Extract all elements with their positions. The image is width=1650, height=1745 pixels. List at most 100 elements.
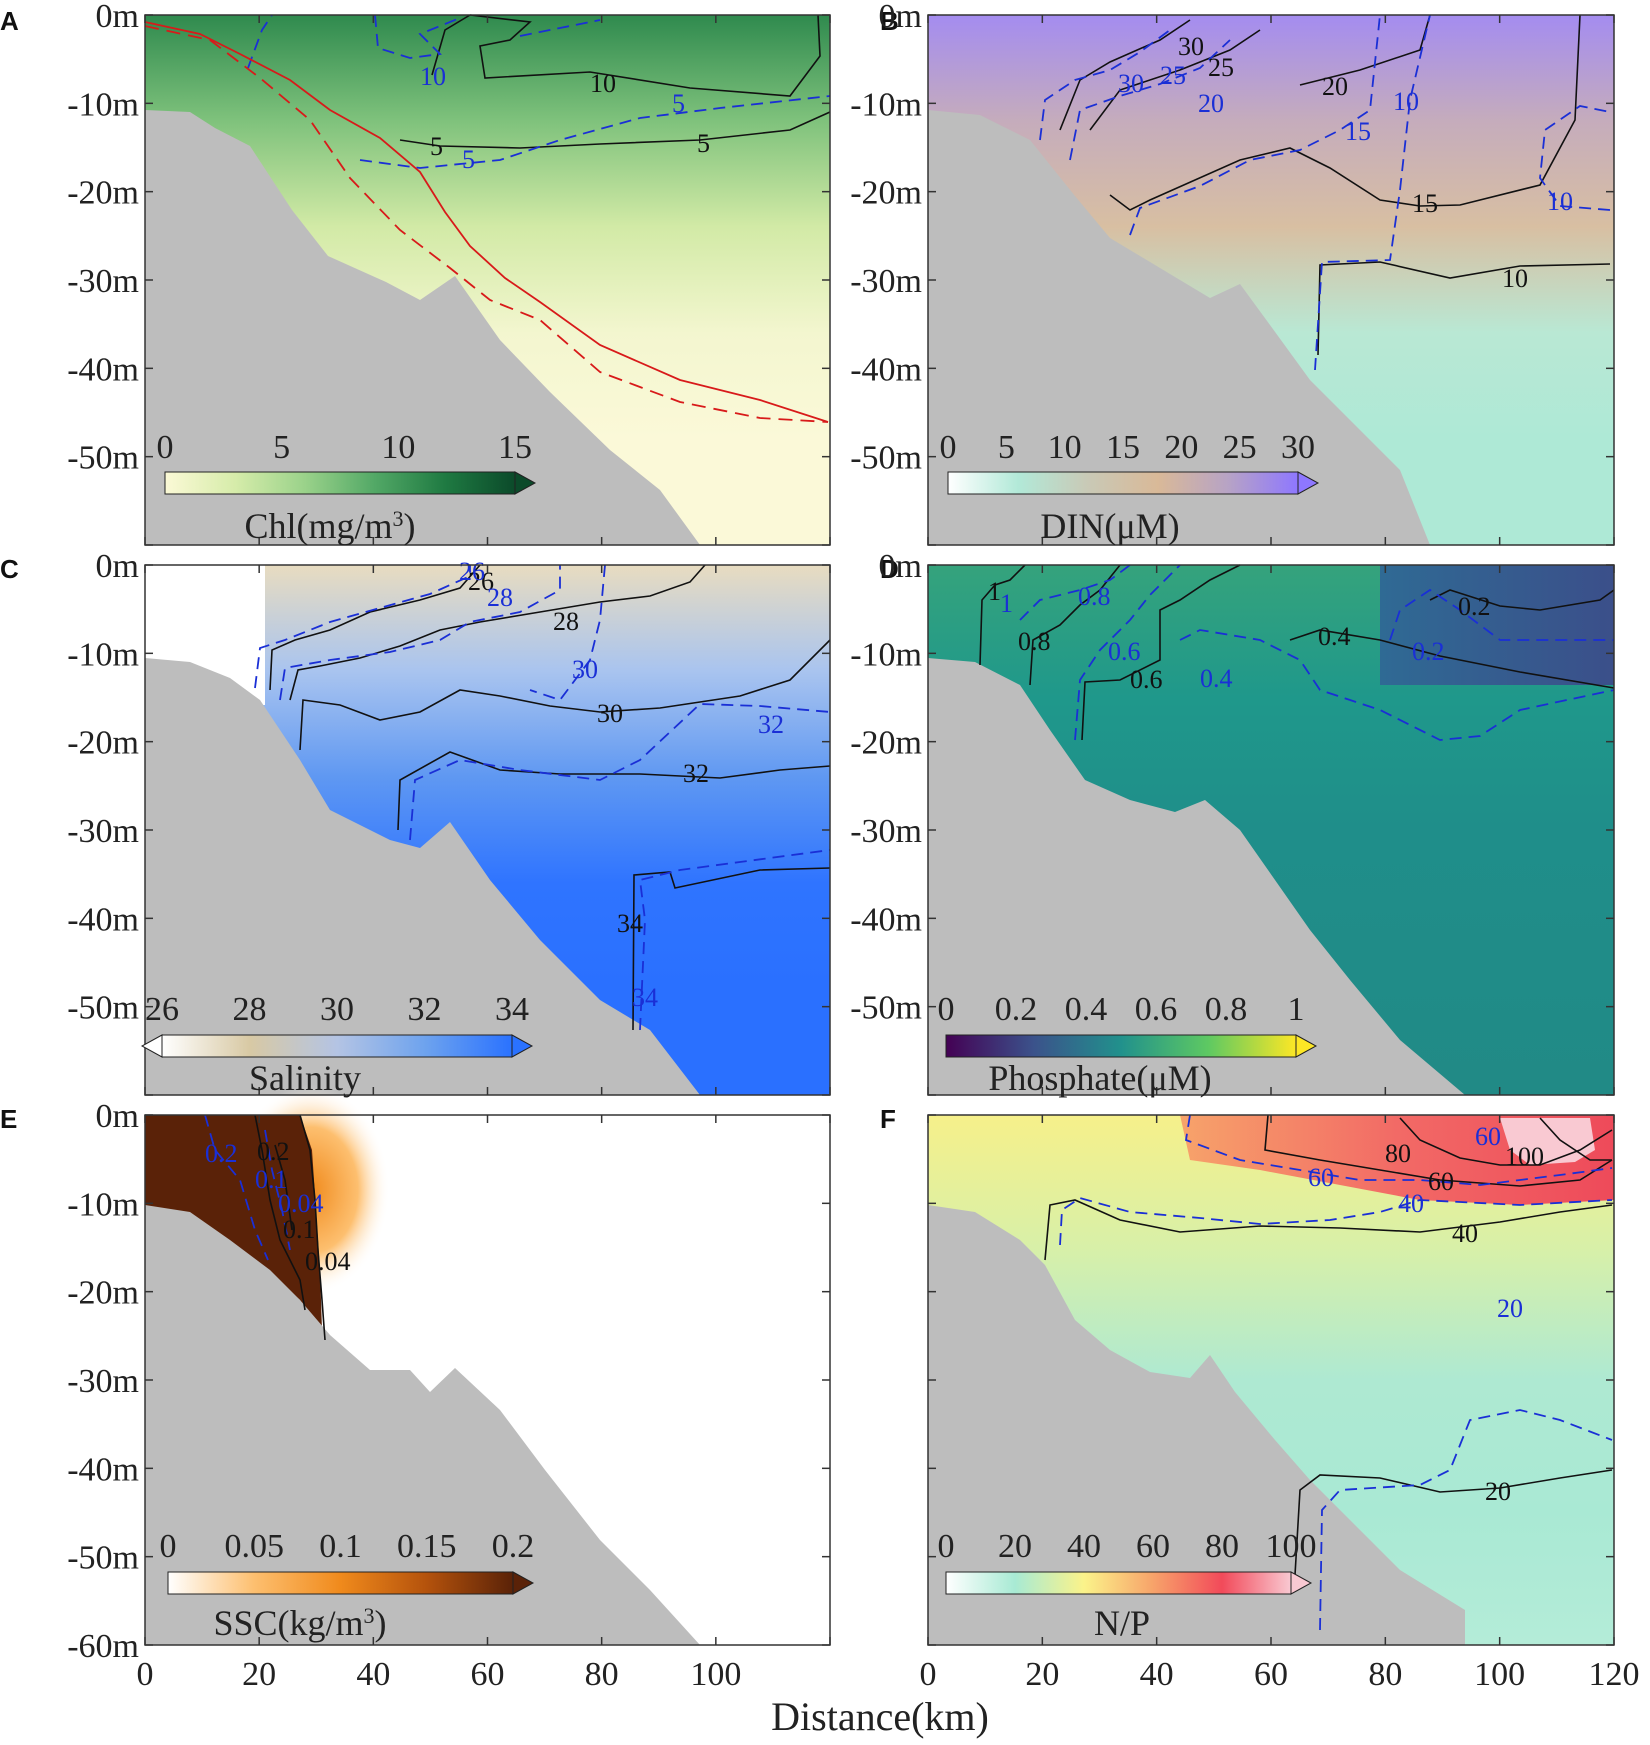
panel-B-seabed [928,110,1430,545]
x-tick-label: 80 [1368,1656,1402,1693]
contour-label: 40 [1398,1189,1424,1218]
x-tick-label: 120 [1589,1656,1640,1693]
panel-E-seabed [145,1205,700,1645]
contour-label: 30 [597,699,623,728]
y-tick-label: -50m [67,440,139,477]
colorbar-tick-label: 20 [1164,429,1198,466]
contour-label: 28 [553,607,579,636]
panel-A-contours-blue [247,14,831,169]
x-tick-label: 20 [1025,1656,1059,1693]
panel-B-contour-labels: 30 25 20 15 10 30 25 20 15 10 10 [1118,32,1573,293]
colorbar-title: DIN(μM) [1040,506,1179,546]
x-tick-label: 80 [585,1656,619,1693]
colorbar-tick-label: 0.8 [1205,991,1248,1028]
contour-label: 60 [1428,1167,1454,1196]
colorbar-title-label: N/P [1094,1603,1150,1643]
colorbar-extend-max [512,1571,535,1595]
colorbar-extend-max [514,471,537,495]
colorbar-tick-label: 0 [160,1528,177,1565]
colorbar-tick-label: 20 [998,1528,1032,1565]
colorbar-title: SSC(kg/m3) [213,1603,386,1644]
panel-D-contour-labels: 1 0.8 0.6 0.4 0.2 1 0.8 0.6 0.4 0.2 [988,577,1491,694]
y-tick-label: -30m [67,263,139,300]
colorbar-tick-label: 0 [940,429,957,466]
colorbar-title-label: Phosphate [988,1058,1136,1098]
y-tick-label: -20m [67,175,139,212]
panel-letter: D [880,554,899,584]
panel-letter: B [880,6,899,36]
y-tick-label: -10m [850,86,922,123]
colorbar-title-unit: (kg/m [278,1603,364,1643]
contour-label: 10 [590,69,616,98]
panel-F-contours-blue [1059,1114,1613,1631]
contour-label: 10 [1547,187,1573,216]
colorbar-tick-label: 0.05 [225,1528,285,1565]
y-tick-label: -60m [67,1628,139,1665]
contour-label: 40 [1452,1219,1478,1248]
x-tick-label: 100 [690,1656,741,1693]
x-tick-label: 60 [1254,1656,1288,1693]
panel-C-contours-black [269,564,831,1031]
contour-label: 5 [697,129,710,158]
contour-label: 32 [758,710,784,739]
colorbar-title-close: ) [375,1603,387,1643]
panel-B-contours-blue [1039,14,1611,371]
colorbar-tick-label: 26 [145,991,179,1028]
contour-label: 28 [487,583,513,612]
colorbar-tick-label: 32 [408,991,442,1028]
colorbar-C: 26 28 30 32 34 Salinity [140,991,534,1098]
contour-label: 80 [1385,1139,1411,1168]
colorbar-tick-label: 0 [157,429,174,466]
y-tick-label: -20m [850,725,922,762]
colorbar-tick-label: 100 [1266,1528,1317,1565]
colorbar-tick-label: 0.2 [995,991,1038,1028]
panel-A-red-lines [144,21,829,423]
contour-label: 0.04 [305,1247,351,1276]
y-tick-label: 0m [96,0,139,35]
colorbar-extend-min [140,1034,163,1058]
panel-letter: A [0,6,19,36]
panel-C-contour-labels: 26 28 30 32 34 26 28 30 32 34 [459,557,784,1012]
contour-label: 10 [1393,87,1419,116]
contour-label: 34 [632,983,658,1012]
colorbar-title: Chl(mg/m3) [244,506,415,547]
colorbar-extend-max [511,1034,534,1058]
y-tick-label: 0m [879,0,922,35]
contour-label: 20 [1497,1294,1523,1323]
colorbar-E: 0 0.05 0.1 0.15 0.2 SSC(kg/m3) [160,1528,535,1643]
colorbar-title: N/P [1094,1603,1150,1643]
colorbar-tick-label: 5 [998,429,1015,466]
colorbar-tick-label: 0.1 [319,1528,362,1565]
y-tick-label: -10m [67,86,139,123]
contour-label: 0.2 [1412,637,1445,666]
contour-label: 34 [617,909,643,938]
contour-label: 30 [1118,69,1144,98]
colorbar-A: 0 5 10 15 Chl(mg/m3) [157,429,537,547]
contour-label: 0.1 [283,1215,316,1244]
colorbar-gradient [945,1034,1297,1058]
contour-label: 0.2 [257,1137,290,1166]
axes-layer: A 0m-10m-20m-30m-40m-50m 0 5 10 15Chl(mg/m3)B… [0,0,1640,1693]
colorbar-title-unit: (μM) [1104,506,1179,546]
contour-label: 26 [459,557,485,586]
colorbar-tick-label: 5 [273,429,290,466]
colorbar-tick-label: 34 [495,991,529,1028]
y-tick-label: -50m [67,1540,139,1577]
y-tick-label: -30m [850,813,922,850]
colorbar-extend-max [1295,1034,1318,1058]
contour-label: 10 [420,62,446,91]
contour-label: 26 [468,567,494,596]
colorbar-tick-label: 1 [1288,991,1305,1028]
x-tick-label: 100 [1474,1656,1525,1693]
contour-label: 0.6 [1108,637,1141,666]
x-tick-label: 0 [137,1656,154,1693]
y-tick-label: -50m [850,440,922,477]
y-tick-label: -20m [850,175,922,212]
colorbar-title-label: DIN [1040,506,1104,546]
x-tick-label: 0 [920,1656,937,1693]
panel-E-core [145,1115,322,1330]
colorbar-tick-label: 0 [938,1528,955,1565]
panel-A-seabed [145,110,700,545]
y-tick-label: -40m [850,351,922,388]
panel-B: 30 25 20 15 10 30 25 20 15 10 10 [928,14,1614,545]
